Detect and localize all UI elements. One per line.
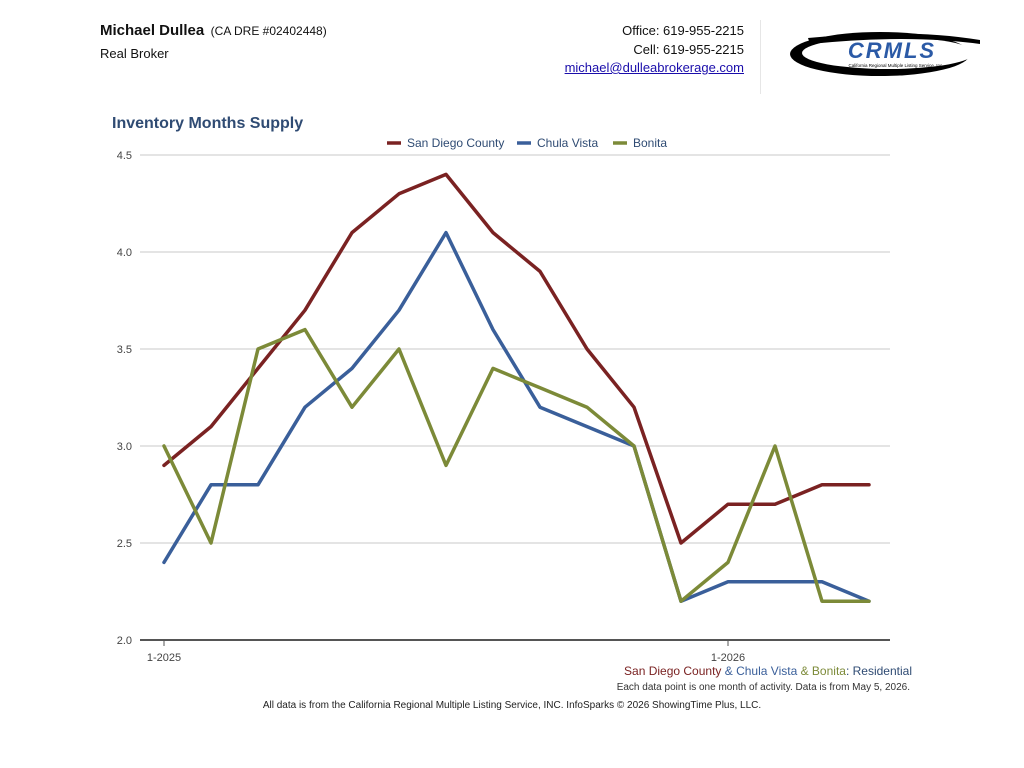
agent-license: (CA DRE #02402448) bbox=[210, 24, 327, 38]
chart-subtitle: San Diego County & Chula Vista & Bonita:… bbox=[624, 664, 912, 678]
subtitle-part: Bonita bbox=[811, 664, 846, 678]
y-tick-label: 2.5 bbox=[117, 538, 132, 550]
agent-title: Real Broker bbox=[100, 46, 169, 61]
y-tick-label: 4.0 bbox=[117, 247, 132, 259]
x-tick-label: 1-2025 bbox=[147, 652, 181, 664]
header-divider bbox=[760, 20, 761, 94]
agent-name: Michael Dullea bbox=[100, 22, 205, 39]
y-tick-label: 4.5 bbox=[117, 150, 132, 162]
subtitle-part: & bbox=[721, 664, 737, 678]
series-line-san-diego-county bbox=[162, 172, 871, 545]
legend: San Diego County Chula Vista Bonita bbox=[387, 136, 667, 150]
legend-label: Bonita bbox=[633, 136, 667, 150]
series-lines bbox=[162, 172, 871, 603]
legend-label: Chula Vista bbox=[537, 136, 598, 150]
x-tick-label: 1-2026 bbox=[711, 652, 745, 664]
contact-info: Office: 619-955-2215 Cell: 619-955-2215 … bbox=[565, 22, 744, 78]
y-tick-label: 3.5 bbox=[117, 344, 132, 356]
data-credits: All data is from the California Regional… bbox=[262, 700, 762, 711]
logo-text: CRMLS bbox=[848, 38, 936, 63]
data-note: Each data point is one month of activity… bbox=[616, 682, 910, 693]
y-tick-label: 2.0 bbox=[117, 635, 132, 647]
chart-title: Inventory Months Supply bbox=[112, 115, 304, 132]
subtitle-part: & bbox=[797, 664, 812, 678]
logo-tagline: California Regional Multiple Listing Ser… bbox=[848, 63, 943, 68]
subtitle-part: San Diego County bbox=[624, 664, 722, 678]
email-link[interactable]: michael@dulleabrokerage.com bbox=[564, 60, 744, 75]
y-tick-label: 3.0 bbox=[117, 441, 132, 453]
series-line-chula-vista bbox=[162, 230, 871, 603]
subtitle-part: Chula Vista bbox=[736, 664, 798, 678]
subtitle-part: : Residential bbox=[845, 664, 912, 678]
cell-phone: Cell: 619-955-2215 bbox=[633, 41, 744, 57]
crmls-logo: CRMLS California Regional Multiple Listi… bbox=[790, 32, 980, 76]
legend-label: San Diego County bbox=[407, 136, 504, 150]
agent-info: Michael Dullea (CA DRE #02402448) Real B… bbox=[100, 22, 327, 61]
office-phone: Office: 619-955-2215 bbox=[622, 23, 744, 38]
series-line-bonita bbox=[162, 327, 871, 603]
axes: 2.0 2.5 3.0 3.5 4.0 4.5 1-2025 1-2026 bbox=[117, 150, 890, 664]
